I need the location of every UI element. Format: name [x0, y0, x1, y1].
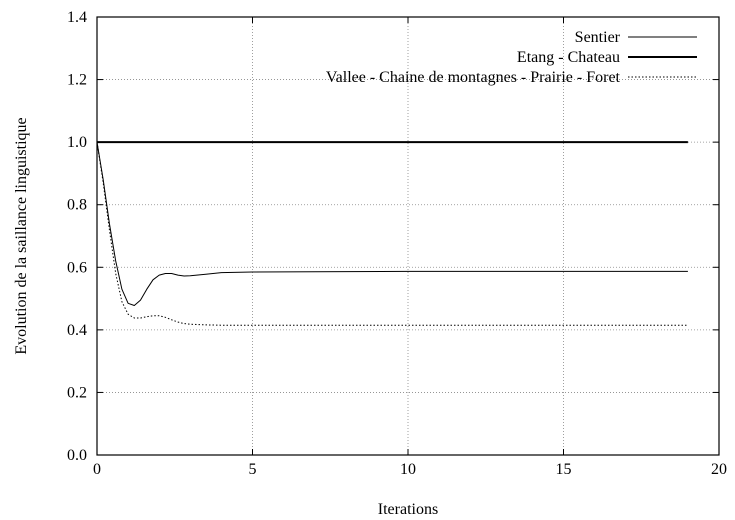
x-tick-label: 20: [711, 461, 727, 478]
plot-frame: [96, 16, 720, 456]
y-tick-label: 0.6: [67, 259, 87, 276]
y-tick-label: 0.4: [67, 322, 87, 339]
x-tick-label: 15: [556, 461, 572, 478]
series-line-3: [96, 142, 688, 326]
x-tick-label: 5: [249, 461, 257, 478]
y-tick-label: 1.2: [67, 72, 87, 89]
grid-layer: [97, 17, 719, 455]
legend: Sentier Etang - Chateau Vallee - Chaine de…: [326, 29, 697, 86]
legend-label: Etang - Chateau: [517, 49, 620, 66]
series-layer: [96, 141, 688, 326]
y-tick-label: 0.8: [67, 197, 87, 214]
series-line-1: [96, 142, 688, 306]
y-axis-title: Evolution de la saillance linguistique: [13, 117, 30, 354]
y-tick-label: 1.0: [67, 134, 87, 151]
y-tick-label: 1.4: [67, 9, 87, 26]
x-tick-label: 0: [93, 461, 101, 478]
legend-label: Sentier: [575, 29, 621, 46]
x-axis-title: Iterations: [378, 501, 438, 518]
ticks-layer: 0.0 0.2 0.4 0.6 0.8 1.0 1.2 1.4 0 5 10 15 20: [67, 9, 727, 478]
legend-label: Vallee - Chaine de montagnes - Prairie -…: [326, 69, 621, 86]
y-tick-label: 0.2: [67, 384, 87, 401]
y-tick-label: 0.0: [67, 447, 87, 464]
x-tick-label: 10: [400, 461, 416, 478]
